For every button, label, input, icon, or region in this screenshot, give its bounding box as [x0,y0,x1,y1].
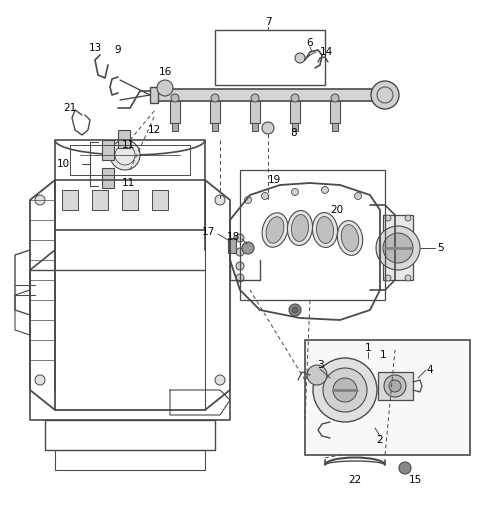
Circle shape [355,193,361,199]
Circle shape [289,304,301,316]
Bar [373,87,381,103]
Bar [170,101,180,123]
Text: 21: 21 [63,103,77,113]
Circle shape [242,242,254,254]
Text: 18: 18 [227,232,240,242]
Ellipse shape [262,213,288,247]
Text: 10: 10 [57,159,70,169]
Circle shape [331,94,339,102]
Circle shape [262,193,268,199]
Circle shape [313,358,377,422]
Text: 3: 3 [317,360,324,370]
Ellipse shape [312,213,337,247]
Text: 14: 14 [320,47,333,57]
Text: 11: 11 [122,140,135,150]
Circle shape [371,81,399,109]
Text: 4: 4 [427,365,433,375]
Circle shape [384,375,406,397]
Ellipse shape [337,220,363,255]
Text: 9: 9 [115,45,121,55]
Bar [102,140,114,160]
Text: 17: 17 [202,227,215,237]
Bar [172,123,178,131]
Bar [252,123,258,131]
Circle shape [211,94,219,102]
Circle shape [157,80,173,96]
Text: 22: 22 [348,475,361,485]
Bar [122,190,138,210]
Circle shape [333,378,357,402]
Circle shape [291,188,299,196]
Text: 20: 20 [330,205,343,215]
Circle shape [236,248,244,256]
Circle shape [405,275,411,281]
Bar [102,168,114,188]
Circle shape [385,275,391,281]
Bar [290,101,300,123]
Text: 2: 2 [377,435,384,445]
Bar [215,30,325,85]
Bar [210,101,220,123]
Circle shape [376,226,420,270]
Text: 5: 5 [437,243,444,253]
Bar [152,190,168,210]
Text: 12: 12 [148,125,161,135]
Bar [292,123,298,131]
Bar [212,123,218,131]
Bar [383,215,413,280]
Circle shape [292,307,298,313]
Bar [305,340,470,455]
Circle shape [399,462,411,474]
Circle shape [110,140,140,170]
Circle shape [262,122,274,134]
Bar [150,87,158,103]
Bar [118,130,130,148]
Circle shape [385,215,391,221]
Circle shape [383,233,413,263]
Text: 1: 1 [380,350,386,360]
Circle shape [35,375,45,385]
Circle shape [295,53,305,63]
Text: 19: 19 [268,175,281,185]
Circle shape [236,274,244,282]
Circle shape [251,94,259,102]
Bar [155,89,375,101]
Bar [378,372,413,400]
Circle shape [35,195,45,205]
Bar [250,101,260,123]
Text: 6: 6 [307,38,313,48]
Text: 8: 8 [290,128,297,138]
Bar [62,190,78,210]
Ellipse shape [316,217,334,244]
Circle shape [405,215,411,221]
Text: 15: 15 [408,475,421,485]
Ellipse shape [288,210,312,246]
Text: 1: 1 [365,343,372,353]
Circle shape [307,365,327,385]
Bar [330,101,340,123]
Ellipse shape [266,217,284,243]
Ellipse shape [341,225,359,251]
Circle shape [291,94,299,102]
Ellipse shape [291,215,309,241]
Circle shape [215,375,225,385]
Bar [332,123,338,131]
Circle shape [236,262,244,270]
Bar [228,238,236,253]
Bar [240,170,385,300]
Circle shape [389,380,401,392]
Circle shape [244,197,252,204]
Text: 7: 7 [264,17,271,27]
Text: 13: 13 [88,43,102,53]
Bar [92,190,108,210]
Circle shape [171,94,179,102]
Text: 11: 11 [122,178,135,188]
Circle shape [236,234,244,242]
Text: 16: 16 [158,67,172,77]
Circle shape [322,187,328,194]
Circle shape [215,195,225,205]
Circle shape [323,368,367,412]
